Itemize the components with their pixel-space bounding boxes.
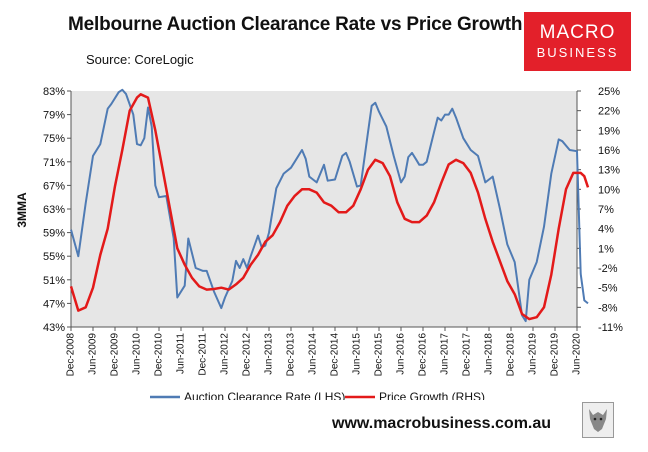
x-tick-label: Dec-2011	[198, 333, 209, 376]
right-tick-label: -11%	[598, 322, 623, 334]
series	[69, 88, 590, 323]
x-tick-label: Jun-2011	[176, 333, 187, 374]
right-tick-label: 25%	[598, 86, 620, 98]
legend-growth-label: Price Growth (RHS)	[379, 390, 485, 400]
right-tick-label: 19%	[598, 125, 620, 137]
right-tick-label: -5%	[598, 283, 618, 295]
right-tick-label: 10%	[598, 184, 620, 196]
clearance-rate-line	[70, 88, 589, 323]
left-tick-label: 83%	[43, 86, 65, 98]
left-tick-label: 47%	[43, 298, 65, 310]
left-tick-label: 67%	[43, 180, 65, 192]
right-tick-label: 7%	[598, 204, 614, 216]
x-tick-label: Dec-2008	[66, 333, 77, 377]
legend-clearance-label: Auction Clearance Rate (LHS)	[184, 390, 345, 400]
source-note: Source: CoreLogic	[86, 52, 194, 67]
chart-svg: 43% 47% 51% 55% 59% 63% 67% 71% 75% 79% 83% -11% -8%…	[43, 86, 623, 400]
x-tick-label: Jun-2016	[396, 333, 407, 375]
price-growth-line	[69, 93, 590, 321]
left-tick-label: 79%	[43, 110, 65, 122]
legend: Auction Clearance Rate (LHS) Price Growth…	[150, 390, 485, 400]
x-tick-label: Dec-2014	[330, 333, 341, 377]
x-tick-label: Jun-2013	[264, 333, 275, 375]
left-tick-label: 43%	[43, 322, 65, 334]
plot-area	[71, 91, 577, 327]
right-tick-label: 4%	[598, 224, 614, 236]
x-tick-label: Dec-2016	[418, 333, 429, 377]
x-tick-label: Jun-2010	[132, 333, 143, 375]
x-tick-label: Dec-2015	[374, 333, 385, 377]
left-tick-label: 63%	[43, 204, 65, 216]
x-tick-label: Dec-2019	[550, 333, 561, 377]
right-tick-label: 13%	[598, 165, 620, 177]
x-tick-label: Dec-2013	[286, 333, 297, 377]
wolf-emblem-icon	[582, 402, 614, 438]
left-tick-label: 51%	[43, 275, 65, 287]
x-tick-label: Dec-2010	[154, 333, 165, 377]
x-tick-label: Dec-2017	[462, 333, 473, 377]
left-tick-label: 59%	[43, 228, 65, 240]
axes: 43% 47% 51% 55% 59% 63% 67% 71% 75% 79% 83% -11% -8%…	[43, 86, 623, 376]
x-tick-label: Dec-2009	[110, 333, 121, 377]
right-tick-label: 16%	[598, 145, 620, 157]
left-tick-label: 75%	[43, 133, 65, 145]
logo-line-business: BUSINESS	[536, 45, 619, 60]
x-tick-label: Jun-2009	[88, 333, 99, 375]
x-tick-label: Dec-2012	[242, 333, 253, 377]
website-url: www.macrobusiness.com.au	[332, 415, 552, 432]
x-tick-label: Dec-2018	[506, 333, 517, 377]
x-tick-label: Jun-2018	[484, 333, 495, 375]
right-tick-label: -8%	[598, 302, 618, 314]
x-tick-label: Jun-2015	[352, 333, 363, 375]
chart-title: Melbourne Auction Clearance Rate vs Pric…	[68, 14, 523, 35]
left-tick-label: 71%	[43, 157, 65, 169]
logo-line-macro: MACRO	[539, 22, 616, 43]
x-tick-label: Jun-2014	[308, 333, 319, 375]
x-tick-label: Jun-2019	[528, 333, 539, 375]
right-tick-label: 1%	[598, 243, 614, 255]
x-tick-label: Jun-2012	[220, 333, 231, 375]
right-tick-label: 22%	[598, 106, 620, 118]
left-tick-label: 55%	[43, 251, 65, 263]
macrobusiness-logo: MACRO BUSINESS	[524, 12, 631, 71]
x-tick-label: Jun-2020	[572, 333, 583, 375]
x-tick-label: Jun-2017	[440, 333, 451, 375]
right-tick-label: -2%	[598, 263, 618, 275]
